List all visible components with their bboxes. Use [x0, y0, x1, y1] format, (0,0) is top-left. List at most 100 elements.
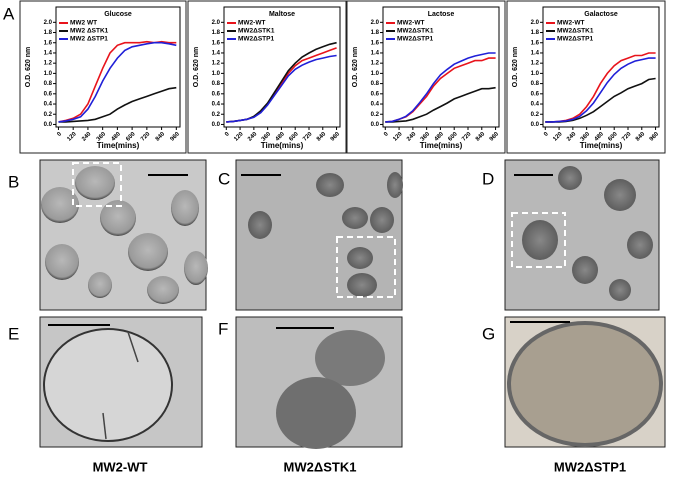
x-tick-label: 360 [261, 131, 273, 143]
y-tick-label: 1.8 [371, 30, 380, 36]
x-tick-label: 840 [316, 131, 328, 143]
y-tick-label: 0.0 [371, 122, 380, 128]
x-tick-label: 600 [125, 131, 137, 143]
y-tick-label: 0.2 [44, 112, 53, 118]
x-axis-label: Time(mins) [420, 141, 463, 150]
chart-title: Lactose [428, 11, 455, 18]
x-tick-label: 480 [434, 131, 446, 143]
y-tick-label: 1.8 [212, 30, 221, 36]
legend-label: MW2-WT [238, 20, 265, 27]
y-tick-label: 1.4 [212, 51, 221, 57]
micrograph-c [235, 159, 403, 311]
series-line [58, 41, 177, 123]
y-tick-label: 1.8 [44, 30, 53, 36]
x-tick-label: 0 [383, 131, 390, 138]
legend-label: MW2 ΔSTK1 [70, 28, 109, 35]
y-tick-label: 1.6 [44, 40, 53, 46]
legend-label: MW2 WT [70, 20, 97, 27]
y-tick-label: 1.0 [371, 71, 380, 77]
y-tick-label: 2.0 [531, 20, 540, 26]
x-tick-label: 240 [247, 131, 259, 143]
y-tick-label: 0.6 [371, 91, 380, 97]
chart-frame [19, 0, 187, 154]
chart-title: Glucose [104, 11, 132, 18]
y-tick-label: 1.4 [44, 51, 53, 57]
y-tick-label: 0.4 [371, 102, 380, 108]
x-tick-label: 600 [607, 131, 619, 143]
y-axis-label: O.D. 620 nm [352, 47, 359, 87]
y-tick-label: 0.8 [44, 81, 53, 87]
y-axis-label: O.D. 620 nm [193, 47, 200, 87]
legend-label: MW2ΔSTK1 [397, 28, 434, 35]
x-tick-label: 120 [392, 131, 404, 143]
series-line [545, 57, 656, 123]
x-tick-label: 360 [96, 131, 108, 143]
plot-frame [55, 6, 181, 128]
chart-frame [187, 0, 347, 154]
panel-label: F [218, 319, 228, 338]
y-tick-label: 1.6 [212, 40, 221, 46]
plot-frame [382, 6, 500, 128]
micrograph-f [235, 316, 403, 449]
series-line [385, 86, 496, 123]
series-line [385, 52, 496, 123]
y-tick-label: 0.4 [212, 102, 221, 108]
panel-label: A [3, 4, 15, 23]
x-tick-label: 720 [461, 131, 473, 143]
plot-frame [223, 6, 341, 128]
x-tick-label: 840 [155, 131, 167, 143]
micrograph-e [39, 316, 203, 448]
x-tick-label: 480 [594, 131, 606, 143]
y-tick-label: 0.2 [212, 112, 221, 118]
x-tick-label: 360 [580, 131, 592, 143]
y-tick-label: 0.0 [531, 122, 540, 128]
y-tick-label: 1.4 [371, 51, 380, 57]
micrograph-d [504, 159, 660, 311]
y-tick-label: 0.4 [44, 102, 53, 108]
y-tick-label: 0.0 [212, 122, 221, 128]
x-tick-label: 600 [288, 131, 300, 143]
x-tick-label: 0 [224, 131, 231, 138]
y-tick-label: 0.0 [44, 122, 53, 128]
legend-label: MW2-WT [397, 20, 424, 27]
caption: MW2-WT [93, 459, 148, 474]
y-tick-label: 0.6 [44, 91, 53, 97]
micrograph-b [39, 159, 208, 311]
x-tick-label: 720 [140, 131, 152, 143]
y-tick-label: 1.6 [371, 40, 380, 46]
y-tick-label: 1.2 [531, 61, 540, 67]
plot-frame [542, 6, 660, 128]
x-axis-label: Time(mins) [261, 141, 304, 150]
x-tick-label: 360 [420, 131, 432, 143]
y-tick-label: 0.6 [212, 91, 221, 97]
legend-label: MW2ΔSTP1 [238, 36, 274, 43]
panel-label: D [482, 169, 494, 188]
legend-label: MW2-WT [557, 20, 584, 27]
legend-label: MW2 ΔSTP1 [70, 36, 108, 43]
chart-title: Maltose [269, 11, 295, 18]
legend-label: MW2ΔSTK1 [557, 28, 594, 35]
x-tick-label: 960 [649, 131, 661, 143]
y-tick-label: 1.2 [44, 61, 53, 67]
caption: MW2ΔSTK1 [284, 459, 357, 474]
legend-label: MW2ΔSTP1 [397, 36, 433, 43]
series-line [545, 52, 656, 123]
chart-frame [506, 0, 666, 154]
y-tick-label: 1.0 [44, 71, 53, 77]
y-tick-label: 0.6 [531, 91, 540, 97]
y-tick-label: 0.2 [531, 112, 540, 118]
caption: MW2ΔSTP1 [554, 459, 626, 474]
x-tick-label: 480 [111, 131, 123, 143]
y-axis-label: O.D. 620 nm [25, 47, 32, 87]
y-tick-label: 1.2 [212, 61, 221, 67]
panel-label: E [8, 324, 19, 343]
series-line [226, 54, 337, 123]
panel-label: G [482, 324, 495, 343]
y-tick-label: 2.0 [44, 20, 53, 26]
y-tick-label: 1.2 [371, 61, 380, 67]
x-tick-label: 600 [447, 131, 459, 143]
x-tick-label: 120 [233, 131, 245, 143]
x-tick-label: 240 [81, 131, 93, 143]
x-tick-label: 840 [635, 131, 647, 143]
